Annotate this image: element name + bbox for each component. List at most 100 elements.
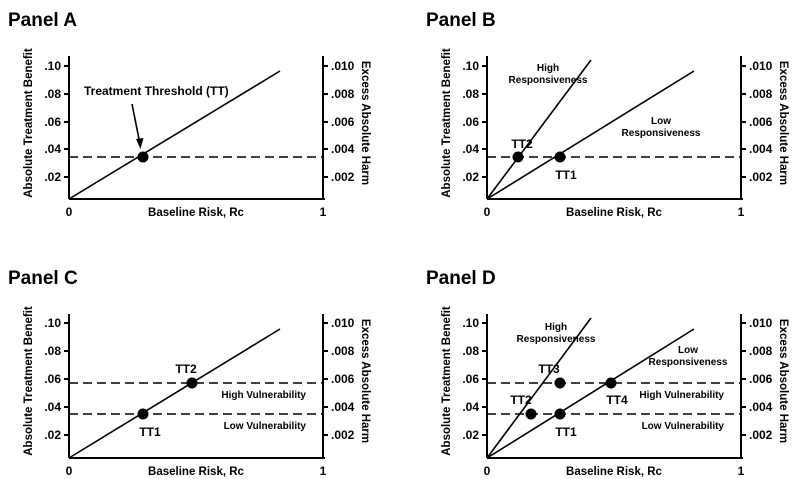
panel-a-right-tick-label: .010 — [331, 59, 355, 73]
panel-b-left-axis-label: Absolute Treatment Benefit — [441, 48, 453, 198]
panel-b-x-axis-label: Baseline Risk, Rc — [566, 207, 662, 219]
panel-d-tt4-point — [605, 377, 617, 389]
panel-a-left-tick-label: .08 — [44, 87, 61, 101]
panel-d-high-vulnerability-label: High Vulnerability — [639, 390, 724, 401]
panel-b-high-label-line1: High — [537, 63, 559, 74]
panel-b-right-tick-label: .008 — [749, 87, 773, 101]
panel-d-title: Panel D — [426, 268, 496, 289]
panel-d-tt4-label: TT4 — [606, 393, 628, 407]
panel-d-x-max-label: 1 — [738, 464, 745, 478]
panel-d-high-responsiveness-line — [486, 317, 592, 459]
panel-a-right-tick-label: .006 — [331, 115, 355, 129]
panel-d-tt1-point — [554, 408, 566, 420]
panel-a-x-max-label: 1 — [320, 205, 327, 219]
panel-d-left-tick-label: .02 — [462, 428, 479, 442]
panel-a-x-axis-label: Baseline Risk, Rc — [148, 207, 244, 219]
panel-b-tt2-point — [512, 151, 524, 163]
panel-c-x-max-label: 1 — [320, 464, 327, 478]
panel-c-right-tick-label: .004 — [331, 400, 355, 414]
panel-d-x-axis-label: Baseline Risk, Rc — [566, 466, 662, 478]
panel-c-right-axis-label: Excess Absolute Harm — [359, 319, 371, 443]
panel-d-high-label-line1: High — [545, 322, 567, 333]
panel-d: Panel D Absolute Treatment Benefit Exces… — [426, 268, 789, 478]
panel-b-left-tick-label: .08 — [462, 87, 479, 101]
panel-b-title: Panel B — [426, 10, 496, 31]
panel-d-left-tick-label: .08 — [462, 344, 479, 358]
panel-d-left-ticks: .02 .04 .06 .08 .10 — [462, 316, 487, 442]
panel-b-left-tick-label: .06 — [462, 115, 479, 129]
panel-c-right-tick-label: .002 — [331, 428, 355, 442]
panel-c-tt1-point — [137, 408, 149, 420]
panel-a-title: Panel A — [8, 10, 77, 31]
panel-a-right-tick-label: .008 — [331, 87, 355, 101]
panel-d-low-responsiveness-line — [486, 328, 695, 459]
panel-b-x-min-label: 0 — [484, 205, 491, 219]
panel-a-right-axis-label: Excess Absolute Harm — [359, 61, 371, 185]
panel-c: Panel C Absolute Treatment Benefit Exces… — [8, 268, 371, 478]
panel-a-benefit-line — [68, 70, 281, 200]
panel-c-left-tick-label: .02 — [44, 428, 61, 442]
panel-d-high-label-line2: Responsiveness — [517, 334, 596, 345]
panel-c-right-ticks: .002 .004 .006 .008 .010 — [323, 316, 355, 442]
panel-b-right-tick-label: .006 — [749, 115, 773, 129]
panel-b-tt1-point — [554, 151, 566, 163]
panel-d-right-tick-label: .004 — [749, 400, 773, 414]
panel-a-annotation-arrow — [131, 103, 141, 145]
panel-a-x-min-label: 0 — [66, 205, 73, 219]
panel-a-left-tick-label: .10 — [44, 59, 61, 73]
panel-b-left-tick-label: .10 — [462, 59, 479, 73]
panel-c-tt1-label: TT1 — [139, 425, 161, 439]
panel-c-left-tick-label: .06 — [44, 372, 61, 386]
panel-a-right-tick-label: .002 — [331, 170, 355, 184]
panel-b-right-tick-label: .002 — [749, 170, 773, 184]
panel-d-right-tick-label: .010 — [749, 316, 773, 330]
panel-c-x-min-label: 0 — [66, 464, 73, 478]
panel-b-right-tick-label: .010 — [749, 59, 773, 73]
panel-b-left-tick-label: .04 — [462, 142, 479, 156]
panel-d-x-min-label: 0 — [484, 464, 491, 478]
panel-c-x-axis-label: Baseline Risk, Rc — [148, 466, 244, 478]
panel-c-right-tick-label: .008 — [331, 344, 355, 358]
panel-c-low-vulnerability-label: Low Vulnerability — [224, 421, 307, 432]
panel-b-tt2-label: TT2 — [511, 137, 533, 151]
panel-d-tt3-label: TT3 — [538, 362, 560, 376]
panel-d-right-tick-label: .002 — [749, 428, 773, 442]
panel-a-annotation: Treatment Threshold (TT) — [84, 84, 229, 98]
panel-b-right-axis-label: Excess Absolute Harm — [777, 61, 789, 185]
panel-c-left-tick-label: .10 — [44, 316, 61, 330]
panel-b-left-tick-label: .02 — [462, 170, 479, 184]
panel-c-left-tick-label: .04 — [44, 400, 61, 414]
panel-c-left-tick-label: .08 — [44, 344, 61, 358]
panel-a-arrow-head — [136, 138, 144, 149]
panel-b: Panel B Absolute Treatment Benefit Exces… — [426, 10, 789, 219]
panel-d-right-axis-label: Excess Absolute Harm — [777, 319, 789, 443]
panel-c-benefit-line — [68, 328, 281, 459]
panel-d-left-axis-label: Absolute Treatment Benefit — [441, 306, 453, 456]
panel-d-tt3-point — [554, 377, 566, 389]
panel-a-left-tick-label: .04 — [44, 142, 61, 156]
panel-c-tt2-label: TT2 — [175, 362, 197, 376]
panel-d-tt2-point — [525, 408, 537, 420]
panel-b-low-label-line2: Responsiveness — [622, 128, 701, 139]
panel-b-low-responsiveness-line — [486, 70, 695, 200]
panel-a-left-ticks: .02 .04 .06 .08 .10 — [44, 59, 69, 184]
panel-d-right-ticks: .002 .004 .006 .008 .010 — [741, 316, 773, 442]
panel-a-left-axis-label: Absolute Treatment Benefit — [23, 48, 35, 198]
panel-a-left-tick-label: .02 — [44, 170, 61, 184]
panel-d-low-label-line2: Responsiveness — [649, 357, 728, 368]
panel-c-title: Panel C — [8, 268, 78, 289]
panel-b-high-label-line2: Responsiveness — [509, 75, 588, 86]
panel-d-left-tick-label: .06 — [462, 372, 479, 386]
panel-d-tt1-label: TT1 — [555, 425, 577, 439]
panel-c-high-vulnerability-label: High Vulnerability — [221, 390, 306, 401]
panel-a-left-tick-label: .06 — [44, 115, 61, 129]
panel-b-left-ticks: .02 .04 .06 .08 .10 — [462, 59, 487, 184]
panel-b-x-max-label: 1 — [738, 205, 745, 219]
panel-d-right-tick-label: .008 — [749, 344, 773, 358]
panel-b-low-label-line1: Low — [651, 116, 671, 127]
panel-d-low-label-line1: Low — [678, 345, 698, 356]
panel-c-right-tick-label: .006 — [331, 372, 355, 386]
panel-a-right-tick-label: .004 — [331, 142, 355, 156]
panel-b-right-tick-label: .004 — [749, 142, 773, 156]
